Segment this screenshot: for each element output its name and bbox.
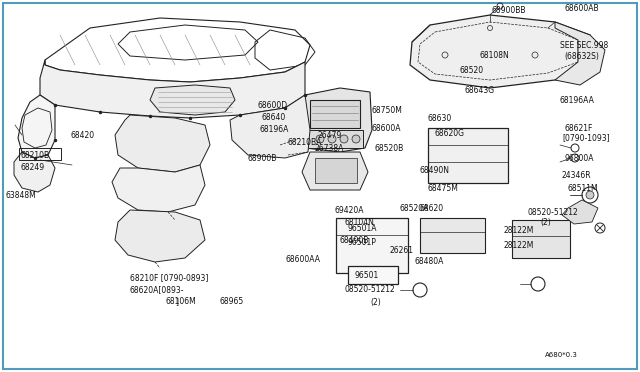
Polygon shape: [150, 85, 235, 115]
Text: 68620: 68620: [420, 203, 444, 212]
Text: 63848M: 63848M: [5, 190, 36, 199]
Text: 68621F: 68621F: [565, 124, 593, 132]
Bar: [19, 148, 61, 160]
Text: 68210F [0790-0893]: 68210F [0790-0893]: [130, 273, 209, 282]
Bar: [348, 266, 398, 284]
Circle shape: [352, 135, 360, 143]
Text: 68520A: 68520A: [400, 203, 429, 212]
Text: 68475M: 68475M: [428, 183, 459, 192]
Text: 68420: 68420: [70, 131, 94, 140]
Polygon shape: [555, 22, 605, 85]
Text: 68643G: 68643G: [465, 86, 495, 94]
Bar: [310, 100, 360, 128]
Text: ]: ]: [175, 298, 178, 307]
Circle shape: [328, 135, 336, 143]
Text: 68965: 68965: [220, 298, 244, 307]
Text: 26738A: 26738A: [315, 144, 344, 153]
Text: 96800A: 96800A: [565, 154, 595, 163]
Text: 08520-51212: 08520-51212: [528, 208, 579, 217]
Text: 68249: 68249: [20, 163, 44, 171]
Text: 68104N: 68104N: [345, 218, 375, 227]
Circle shape: [316, 135, 324, 143]
Text: 68196AA: 68196AA: [560, 96, 595, 105]
Bar: [308, 130, 363, 148]
Text: 68511M: 68511M: [568, 183, 598, 192]
Polygon shape: [230, 95, 310, 158]
Text: 26479: 26479: [318, 131, 342, 140]
Text: 68490B: 68490B: [340, 235, 369, 244]
Bar: [336, 218, 408, 273]
Text: 68210BA: 68210BA: [288, 138, 323, 147]
Text: 28122M: 28122M: [504, 241, 534, 250]
Text: 08520-51212: 08520-51212: [345, 285, 396, 295]
Text: 69420A: 69420A: [335, 205, 365, 215]
Text: 96501: 96501: [355, 272, 380, 280]
Text: 26261: 26261: [390, 246, 414, 254]
Polygon shape: [562, 200, 598, 224]
Text: 68490N: 68490N: [420, 166, 450, 174]
Text: 68750M: 68750M: [372, 106, 403, 115]
Text: 68640: 68640: [262, 112, 286, 122]
Text: 68620A[0893-: 68620A[0893-: [130, 285, 184, 295]
Text: 96501A: 96501A: [348, 224, 378, 232]
Text: 68520B: 68520B: [375, 144, 404, 153]
Polygon shape: [410, 15, 590, 88]
Text: 68196A: 68196A: [260, 125, 289, 134]
Circle shape: [586, 191, 594, 199]
Bar: [512, 220, 570, 258]
Polygon shape: [14, 152, 55, 192]
Polygon shape: [112, 165, 205, 212]
Text: 68210B: 68210B: [20, 151, 49, 160]
Text: (2): (2): [540, 218, 551, 227]
Text: 68600A: 68600A: [372, 124, 401, 132]
Text: 68480A: 68480A: [415, 257, 444, 266]
Bar: [315, 158, 357, 183]
Text: [0790-1093]: [0790-1093]: [562, 134, 610, 142]
Polygon shape: [40, 60, 305, 118]
Text: 68108N: 68108N: [480, 51, 509, 60]
Text: 68630: 68630: [428, 113, 452, 122]
Text: 68600AB: 68600AB: [565, 3, 600, 13]
Text: 96501P: 96501P: [348, 237, 377, 247]
Text: 68900B: 68900B: [248, 154, 277, 163]
Text: (68632S): (68632S): [564, 51, 599, 61]
Bar: [428, 128, 508, 183]
Text: 28122M: 28122M: [504, 225, 534, 234]
Circle shape: [340, 135, 348, 143]
Text: A680*0.3: A680*0.3: [545, 352, 578, 358]
Polygon shape: [302, 152, 368, 190]
Polygon shape: [115, 210, 205, 262]
Text: SEE SEC.998: SEE SEC.998: [560, 41, 608, 49]
Text: 24346R: 24346R: [562, 170, 591, 180]
Text: 68600D: 68600D: [258, 100, 288, 109]
Bar: [420, 218, 485, 253]
Text: 68620G: 68620G: [435, 128, 465, 138]
Text: 68106M: 68106M: [165, 298, 196, 307]
Text: 68900BB: 68900BB: [492, 6, 527, 15]
Polygon shape: [298, 88, 372, 152]
Polygon shape: [115, 115, 210, 172]
Text: 68520: 68520: [460, 65, 484, 74]
Text: (2): (2): [370, 298, 381, 307]
Text: 68600AA: 68600AA: [286, 256, 321, 264]
Polygon shape: [18, 95, 55, 158]
